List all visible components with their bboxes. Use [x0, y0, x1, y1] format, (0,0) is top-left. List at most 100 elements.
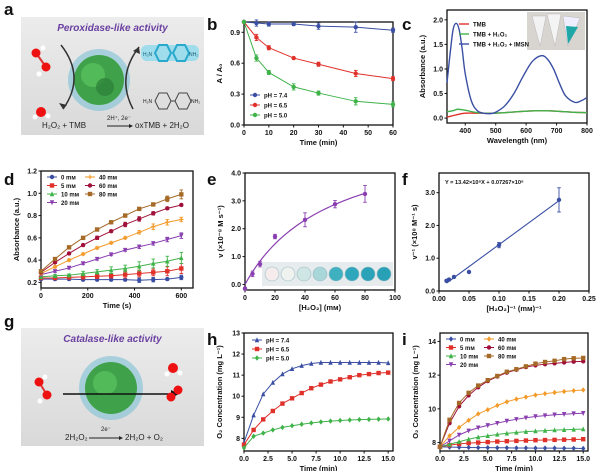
plot-frame: [243, 332, 394, 452]
series-line: [40, 218, 182, 274]
data-point: [328, 418, 333, 424]
data-point: [347, 359, 352, 365]
data-point: [533, 438, 538, 443]
data-point: [353, 24, 358, 30]
y-axis-label: v⁻¹ (×10⁸ M⁻¹ s): [410, 204, 419, 260]
data-point: [437, 444, 443, 449]
data-point: [66, 257, 72, 263]
series-3: [38, 232, 184, 278]
data-point: [523, 394, 529, 400]
data-point: [475, 434, 481, 440]
data-point: [347, 417, 352, 423]
y-axis-label: A / A₀: [215, 64, 224, 84]
data-point: [561, 427, 567, 432]
data-point: [66, 275, 72, 280]
data-point: [250, 271, 255, 277]
data-point: [456, 424, 462, 431]
y-tick-label: 2.0: [231, 226, 241, 233]
data-point: [581, 387, 586, 393]
legend-marker: [254, 337, 260, 343]
data-point: [556, 197, 562, 203]
data-point: [542, 427, 548, 433]
panel-letter-e: e: [207, 170, 216, 189]
series-line: [446, 22, 588, 115]
legend: 0 mм 5 mм 10 mм 20 mм 40 mм 60 mм 80 mм: [446, 336, 517, 369]
plot-frame: [439, 332, 589, 452]
data-point: [357, 372, 362, 378]
data-point: [362, 191, 368, 197]
legend-item: pH = 6.5: [252, 346, 290, 353]
data-point: [179, 255, 184, 261]
x-tick-label: 0.05: [462, 296, 476, 303]
data-point: [571, 445, 576, 452]
legend-marker: [486, 345, 492, 350]
x-tick-label: 2.5: [459, 456, 469, 463]
data-point: [316, 62, 321, 67]
y-tick-label: 1.2: [27, 169, 37, 176]
catalase-scheme: Catalase-like activity 2H₂O₂ 2e⁻ 2H₂O + …: [21, 328, 204, 446]
panel-letter-i: i: [402, 330, 407, 349]
data-point: [299, 362, 304, 368]
blue-solution-icon: [566, 26, 578, 44]
x-tick-label: 100: [389, 295, 401, 302]
legend-marker: [254, 346, 260, 352]
x-tick-label: 2.5: [263, 456, 273, 463]
data-point: [357, 416, 362, 423]
data-point: [446, 277, 452, 282]
x-tick-label: 0.25: [582, 296, 596, 303]
legend-item: 40 mм: [85, 174, 118, 181]
y-tick-label: 10: [428, 406, 436, 413]
data-point: [385, 370, 391, 375]
data-point: [337, 377, 343, 382]
x-tick-label: 7.5: [311, 456, 321, 463]
legend-label: 80 mм: [498, 354, 517, 360]
legend-label: 20 mм: [61, 201, 80, 207]
series-6: [38, 189, 184, 274]
data-point: [504, 445, 510, 451]
data-point: [299, 390, 304, 396]
h2o-molecule-icon: [32, 107, 51, 120]
x-tick-label: 0.20: [552, 296, 566, 303]
data-point: [291, 55, 296, 61]
data-point: [390, 102, 396, 107]
data-point: [561, 360, 567, 365]
data-point: [165, 196, 170, 202]
series-2: [241, 19, 396, 108]
data-point: [52, 275, 58, 281]
y-tick-label: 1.0: [27, 191, 37, 198]
data-point: [542, 413, 548, 419]
data-point: [241, 445, 247, 451]
legend-item: 0 mм: [47, 174, 76, 181]
data-point: [466, 390, 471, 396]
data-point: [137, 271, 142, 276]
legend-item: 80 mм: [484, 353, 517, 360]
data-point: [475, 411, 481, 417]
data-point: [466, 440, 471, 446]
legend-marker: [448, 353, 454, 359]
data-point: [122, 235, 128, 241]
legend-label: 20 mм: [460, 363, 479, 369]
x-tick-label: 10.0: [529, 456, 543, 463]
x-axis-ticks: 0 20 40 60 80 100: [243, 290, 401, 302]
x-tick-label: 0.0: [435, 456, 445, 463]
data-point: [66, 245, 72, 250]
y-axis-ticks: 0.0 0.5 1.0 1.5 2.0: [433, 17, 447, 123]
series-line: [439, 412, 584, 448]
panel-letter-h: h: [207, 330, 217, 349]
tube-photo-inset: [527, 12, 585, 50]
x-tick-label: 7.5: [507, 456, 517, 463]
data-point: [485, 433, 490, 439]
data-point: [328, 359, 333, 365]
legend: TMB TMB + H₂O₂ TMB + H₂O₂ + IMSN: [459, 22, 529, 48]
catalase-illustration: [34, 356, 183, 440]
chart-i: i 0.0 2.5 5.0 7.5 10.0 12.5 15.0 8 10 12 14 Time (mi…: [402, 330, 590, 471]
data-point: [241, 19, 247, 25]
data-point: [581, 355, 586, 361]
data-point: [165, 206, 170, 211]
data-point: [332, 202, 338, 207]
data-point: [366, 371, 372, 377]
series-line: [439, 357, 584, 447]
data-point: [514, 438, 519, 444]
series-line: [243, 418, 389, 449]
legend: pH = 7.4 pH = 6.5 pH = 5.0: [250, 92, 288, 119]
